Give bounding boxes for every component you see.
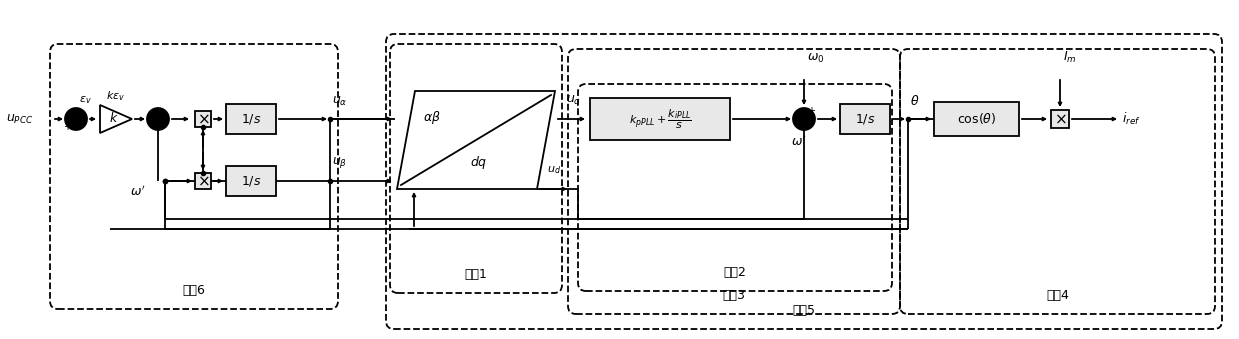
- Text: $1/s$: $1/s$: [240, 174, 261, 188]
- Text: $\times$: $\times$: [1053, 112, 1067, 126]
- Text: $\theta$: $\theta$: [909, 94, 919, 108]
- Text: +: +: [71, 113, 79, 123]
- Text: 模块2: 模块2: [724, 266, 746, 279]
- Text: $1/s$: $1/s$: [240, 112, 261, 126]
- Text: $\varepsilon_v$: $\varepsilon_v$: [79, 94, 92, 106]
- Text: 模块3: 模块3: [722, 289, 746, 302]
- Text: $I_m$: $I_m$: [1063, 50, 1077, 65]
- FancyBboxPatch shape: [225, 104, 276, 134]
- Text: 模块4: 模块4: [1047, 289, 1069, 302]
- Text: $k$: $k$: [109, 111, 119, 125]
- Text: $\times$: $\times$: [197, 174, 209, 188]
- Text: $\omega_0$: $\omega_0$: [807, 52, 824, 65]
- Text: $u_{\beta}$: $u_{\beta}$: [332, 155, 347, 170]
- Polygon shape: [100, 105, 133, 133]
- FancyBboxPatch shape: [195, 111, 211, 127]
- Text: 模块5: 模块5: [793, 304, 815, 317]
- Text: $\alpha\beta$: $\alpha\beta$: [422, 109, 441, 126]
- FancyBboxPatch shape: [934, 102, 1018, 136]
- Text: 模块6: 模块6: [182, 284, 206, 297]
- Text: $1/s$: $1/s$: [855, 112, 875, 126]
- Text: $\cos(\theta)$: $\cos(\theta)$: [957, 112, 996, 126]
- Circle shape: [64, 108, 87, 130]
- Circle shape: [147, 108, 169, 130]
- Text: $u_{PCC}$: $u_{PCC}$: [6, 113, 33, 125]
- Text: $u_d$: $u_d$: [546, 164, 561, 176]
- Text: $u_q$: $u_q$: [566, 93, 581, 108]
- Text: $dq$: $dq$: [470, 154, 487, 171]
- Text: 模块1: 模块1: [465, 268, 487, 281]
- Text: $u_{\alpha}$: $u_{\alpha}$: [332, 95, 348, 108]
- Text: $\omega'$: $\omega'$: [792, 134, 807, 148]
- Text: +: +: [807, 106, 815, 116]
- Text: $\times$: $\times$: [197, 112, 209, 126]
- Text: +: +: [63, 122, 71, 132]
- Text: $\omega'$: $\omega'$: [130, 185, 145, 199]
- Text: $k_{pPLL}+\dfrac{k_{iPLL}}{s}$: $k_{pPLL}+\dfrac{k_{iPLL}}{s}$: [628, 107, 691, 131]
- Text: $k\varepsilon_v$: $k\varepsilon_v$: [107, 89, 125, 103]
- FancyBboxPatch shape: [590, 98, 730, 140]
- Text: -: -: [149, 121, 151, 131]
- FancyBboxPatch shape: [840, 104, 890, 134]
- Text: $i_{ref}$: $i_{ref}$: [1123, 111, 1141, 127]
- Text: -: -: [66, 107, 69, 117]
- Polygon shape: [396, 91, 555, 189]
- FancyBboxPatch shape: [195, 173, 211, 189]
- FancyBboxPatch shape: [225, 166, 276, 196]
- Text: +: +: [152, 113, 161, 123]
- FancyBboxPatch shape: [1051, 110, 1069, 128]
- Circle shape: [793, 108, 815, 130]
- Text: +: +: [798, 112, 808, 122]
